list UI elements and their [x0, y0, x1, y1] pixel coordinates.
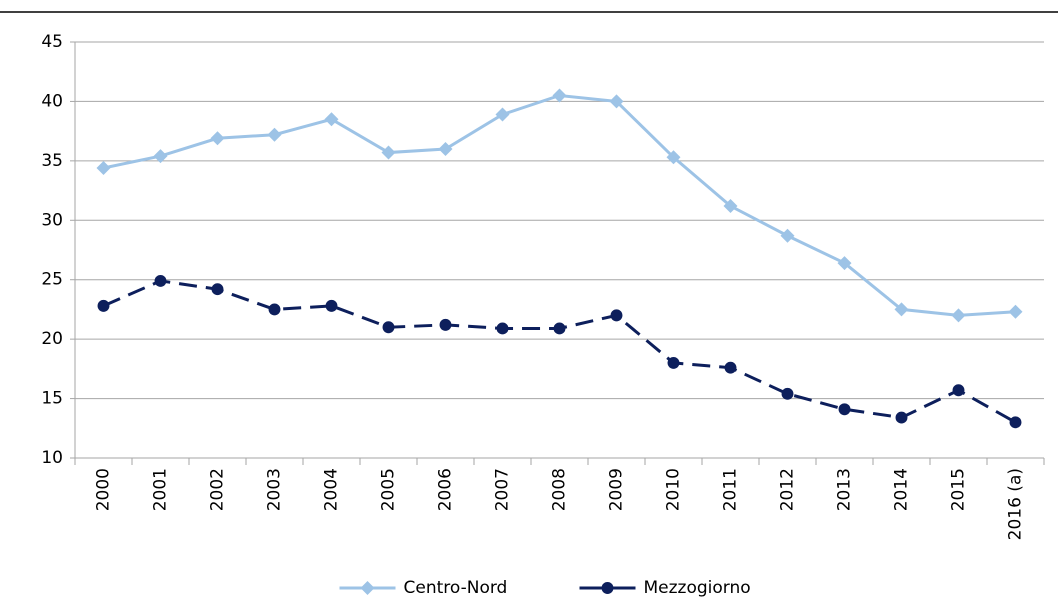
- y-tick-label: 45: [41, 32, 63, 52]
- series-line: [103, 93, 1016, 317]
- legend-marker: [360, 581, 375, 595]
- x-tick-label: 2013: [835, 468, 855, 511]
- x-tick-label: 2004: [322, 468, 342, 511]
- x-tick-label: 2000: [94, 468, 114, 511]
- point: [667, 356, 680, 369]
- x-tick-label: 2003: [265, 468, 285, 511]
- x-tick-label: 2007: [493, 468, 513, 511]
- x-tick-label: 2012: [778, 468, 798, 511]
- y-tick-label: 25: [41, 270, 63, 290]
- point: [154, 274, 167, 287]
- point: [895, 411, 908, 424]
- point: [1009, 416, 1022, 429]
- point: [723, 199, 738, 214]
- point: [610, 309, 623, 322]
- point: [267, 127, 282, 142]
- point: [838, 403, 851, 416]
- x-tick-label: 2009: [607, 468, 627, 511]
- point: [210, 131, 225, 146]
- x-tick-label: 2011: [721, 468, 741, 511]
- point: [552, 88, 567, 103]
- y-tick-label: 30: [41, 210, 63, 230]
- x-tick-label: 2006: [436, 468, 456, 511]
- point: [438, 141, 453, 156]
- y-tick-label: 20: [41, 329, 63, 349]
- legend-marker: [601, 582, 614, 594]
- point: [553, 322, 566, 335]
- point: [324, 112, 339, 127]
- point: [894, 302, 909, 317]
- point: [268, 303, 281, 316]
- x-tick-label: 2010: [664, 468, 684, 511]
- point: [382, 321, 395, 334]
- x-tick-label: 2014: [892, 468, 912, 511]
- point: [153, 149, 168, 164]
- point: [96, 160, 111, 175]
- y-tick-label: 35: [41, 151, 63, 171]
- point: [780, 228, 795, 243]
- point: [1008, 304, 1023, 319]
- point: [837, 256, 852, 271]
- point: [951, 308, 966, 323]
- x-tick-label: 2016 (a): [1006, 468, 1026, 540]
- x-tick-label: 2008: [550, 468, 570, 511]
- x-tick-label: 2015: [949, 468, 969, 511]
- point: [666, 150, 681, 165]
- point: [496, 322, 509, 335]
- y-tick-label: 40: [41, 91, 63, 111]
- point: [325, 299, 338, 312]
- x-tick-label: 2005: [379, 468, 399, 511]
- y-tick-label: 10: [41, 448, 63, 468]
- point: [97, 299, 110, 312]
- point: [724, 361, 737, 374]
- series-line: [102, 279, 1017, 424]
- x-tick-label: 2001: [151, 468, 171, 511]
- point: [609, 94, 624, 109]
- legend-label: Mezzogiorno: [644, 578, 751, 598]
- legend-label: Centro-Nord: [404, 578, 508, 598]
- point: [381, 145, 396, 160]
- point: [495, 107, 510, 122]
- y-tick-label: 15: [41, 389, 63, 409]
- point: [439, 318, 452, 331]
- point: [781, 387, 794, 400]
- point: [952, 384, 965, 397]
- x-tick-label: 2002: [208, 468, 228, 511]
- point: [211, 283, 224, 296]
